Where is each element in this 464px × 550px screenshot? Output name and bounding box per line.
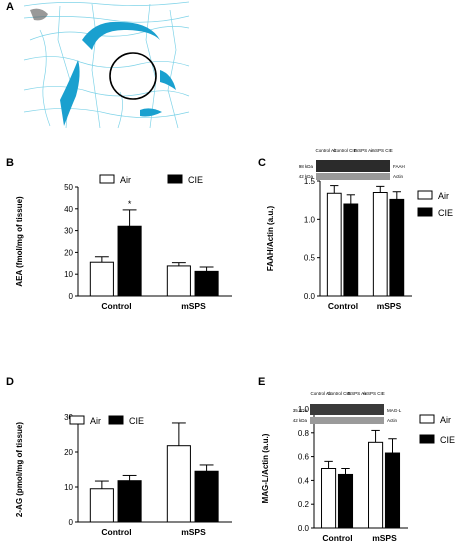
y-tick-label-b-1: 10 xyxy=(64,270,73,279)
chart-panel-c: 0.0 0.5 1.0 1.5 FAAH/Actin (a.u.) Control mSPS… xyxy=(266,177,453,311)
y-tick-label-c-1: 0.5 xyxy=(304,254,316,263)
y-axis-title-d: 2-AG (pmol/mg of tissue) xyxy=(15,422,24,517)
y-tick-label-c-0: 0.0 xyxy=(304,292,316,301)
bar-c-control-cie xyxy=(343,203,359,297)
blot-c-label-2: Actin xyxy=(393,174,404,179)
y-axis-title-e: MAG-L/Actin (a.u.) xyxy=(261,433,270,503)
bar-d-msps-cie xyxy=(194,470,219,523)
significance-marker-b: * xyxy=(128,199,132,209)
panel-letter-d: D xyxy=(6,376,14,388)
blot-e-lane-1: Control Air xyxy=(310,391,332,396)
y-tick-label-e-0: 0.0 xyxy=(298,524,310,533)
chart-panel-d: 0 10 20 30 2-AG (pmol/mg of tissue) Control mS… xyxy=(15,413,232,537)
bar-d-control-cie xyxy=(117,480,142,523)
legend-swatch-b-air xyxy=(99,174,115,184)
bar-e-msps-cie xyxy=(384,452,401,529)
western-blot-e: Control Air Control CIE mSPS Air mSPS CI… xyxy=(293,391,402,424)
legend-swatch-d-cie xyxy=(108,415,124,425)
blot-c-kda-1: 98 kDa xyxy=(299,164,314,169)
y-tick-label-d-0: 0 xyxy=(69,518,74,527)
y-axis-title-b: AEA (fmol/mg of tissue) xyxy=(15,196,24,287)
category-label-d-1: mSPS xyxy=(181,527,206,537)
legend-label-e-cie: CIE xyxy=(440,435,455,445)
blot-c-kda-2: 42 kDa xyxy=(299,174,314,179)
blot-e-label-2: Actin xyxy=(387,418,398,423)
y-tick-label-b-2: 20 xyxy=(64,248,73,257)
brain-atlas-image xyxy=(23,0,190,130)
y-tick-label-d-3: 30 xyxy=(64,413,73,422)
blot-e-lane-4: mSPS CIE xyxy=(363,391,385,396)
category-label-c-0: Control xyxy=(328,301,358,311)
legend-swatch-c-cie xyxy=(417,207,433,217)
blot-c-lane-3: mSPS Air xyxy=(354,148,374,153)
category-label-e-1: mSPS xyxy=(372,533,397,543)
category-label-d-0: Control xyxy=(101,527,131,537)
blot-e-label-1: MAG-L xyxy=(387,408,402,413)
y-tick-label-e-5: 1.0 xyxy=(298,405,310,414)
panel-letter-b: B xyxy=(6,157,14,169)
legend-label-b-air: Air xyxy=(120,175,131,185)
legend-swatch-e-cie xyxy=(419,434,435,444)
bar-d-msps-air xyxy=(166,445,191,523)
y-tick-label-b-0: 0 xyxy=(69,292,74,301)
bar-e-control-cie xyxy=(337,473,354,529)
y-tick-label-b-3: 30 xyxy=(64,227,73,236)
western-blot-c: Control Air Control CIE mSPS Air mSPS CI… xyxy=(299,148,405,180)
category-label-b-0: Control xyxy=(101,301,131,311)
bar-e-msps-air xyxy=(368,441,384,529)
y-tick-label-c-3: 1.5 xyxy=(304,177,316,186)
y-tick-label-b-4: 40 xyxy=(64,205,73,214)
y-tick-label-e-1: 0.2 xyxy=(298,500,310,509)
category-label-b-1: mSPS xyxy=(181,301,206,311)
legend-swatch-e-air xyxy=(419,414,435,424)
bar-d-control-air xyxy=(89,488,114,523)
y-tick-label-e-3: 0.6 xyxy=(298,453,310,462)
legend-swatch-b-cie xyxy=(167,174,183,184)
panel-letter-c: C xyxy=(258,157,266,169)
bar-b-msps-cie xyxy=(194,270,219,297)
y-tick-label-d-2: 20 xyxy=(64,448,73,457)
blot-c-lane-2: Control CIE xyxy=(333,148,356,153)
legend-label-b-cie: CIE xyxy=(188,175,203,185)
legend-label-c-air: Air xyxy=(438,191,449,201)
blot-e-kda-2: 42 kDa xyxy=(293,418,308,423)
legend-swatch-c-air xyxy=(417,190,433,200)
bar-c-msps-air xyxy=(372,192,388,297)
bar-c-control-air xyxy=(326,192,342,297)
bar-e-control-air xyxy=(321,468,337,529)
y-axis-title-c: FAAH/Actin (a.u.) xyxy=(266,206,275,272)
bar-b-control-cie xyxy=(117,225,142,297)
chart-panel-e: 0.0 0.2 0.4 0.6 0.8 1.0 MAG-L/Actin (a.u.) Cont… xyxy=(261,405,455,543)
y-tick-label-d-1: 10 xyxy=(64,483,73,492)
chart-panel-b: 0 10 20 30 40 50 AEA (fmol/mg of tissue) * Contr… xyxy=(15,174,232,311)
legend-label-e-air: Air xyxy=(440,415,451,425)
category-label-c-1: mSPS xyxy=(377,301,402,311)
blot-e-lane-3: mSPS Air xyxy=(347,391,367,396)
blot-e-lane-2: Control CIE xyxy=(327,391,350,396)
legend-label-c-cie: CIE xyxy=(438,208,453,218)
bar-b-msps-air xyxy=(166,265,191,297)
y-tick-label-e-4: 0.8 xyxy=(298,429,310,438)
blot-c-label-1: FAAH xyxy=(393,164,405,169)
blot-c-lane-1: Control Air xyxy=(315,148,337,153)
legend-label-d-cie: CIE xyxy=(129,416,144,426)
y-tick-label-b-5: 50 xyxy=(64,183,73,192)
panel-letter-e: E xyxy=(258,376,265,388)
y-tick-label-e-2: 0.4 xyxy=(298,476,310,485)
panel-letter-a: A xyxy=(6,1,14,13)
bar-b-control-air xyxy=(89,261,114,297)
legend-label-d-air: Air xyxy=(90,416,101,426)
category-label-e-0: Control xyxy=(322,533,352,543)
legend-swatch-d-air xyxy=(69,415,85,425)
bar-c-msps-cie xyxy=(389,198,405,297)
y-tick-label-c-2: 1.0 xyxy=(304,215,316,224)
blot-c-lane-4: mSPS CIE xyxy=(371,148,393,153)
blot-e-kda-1: 35 kDa xyxy=(293,408,308,413)
